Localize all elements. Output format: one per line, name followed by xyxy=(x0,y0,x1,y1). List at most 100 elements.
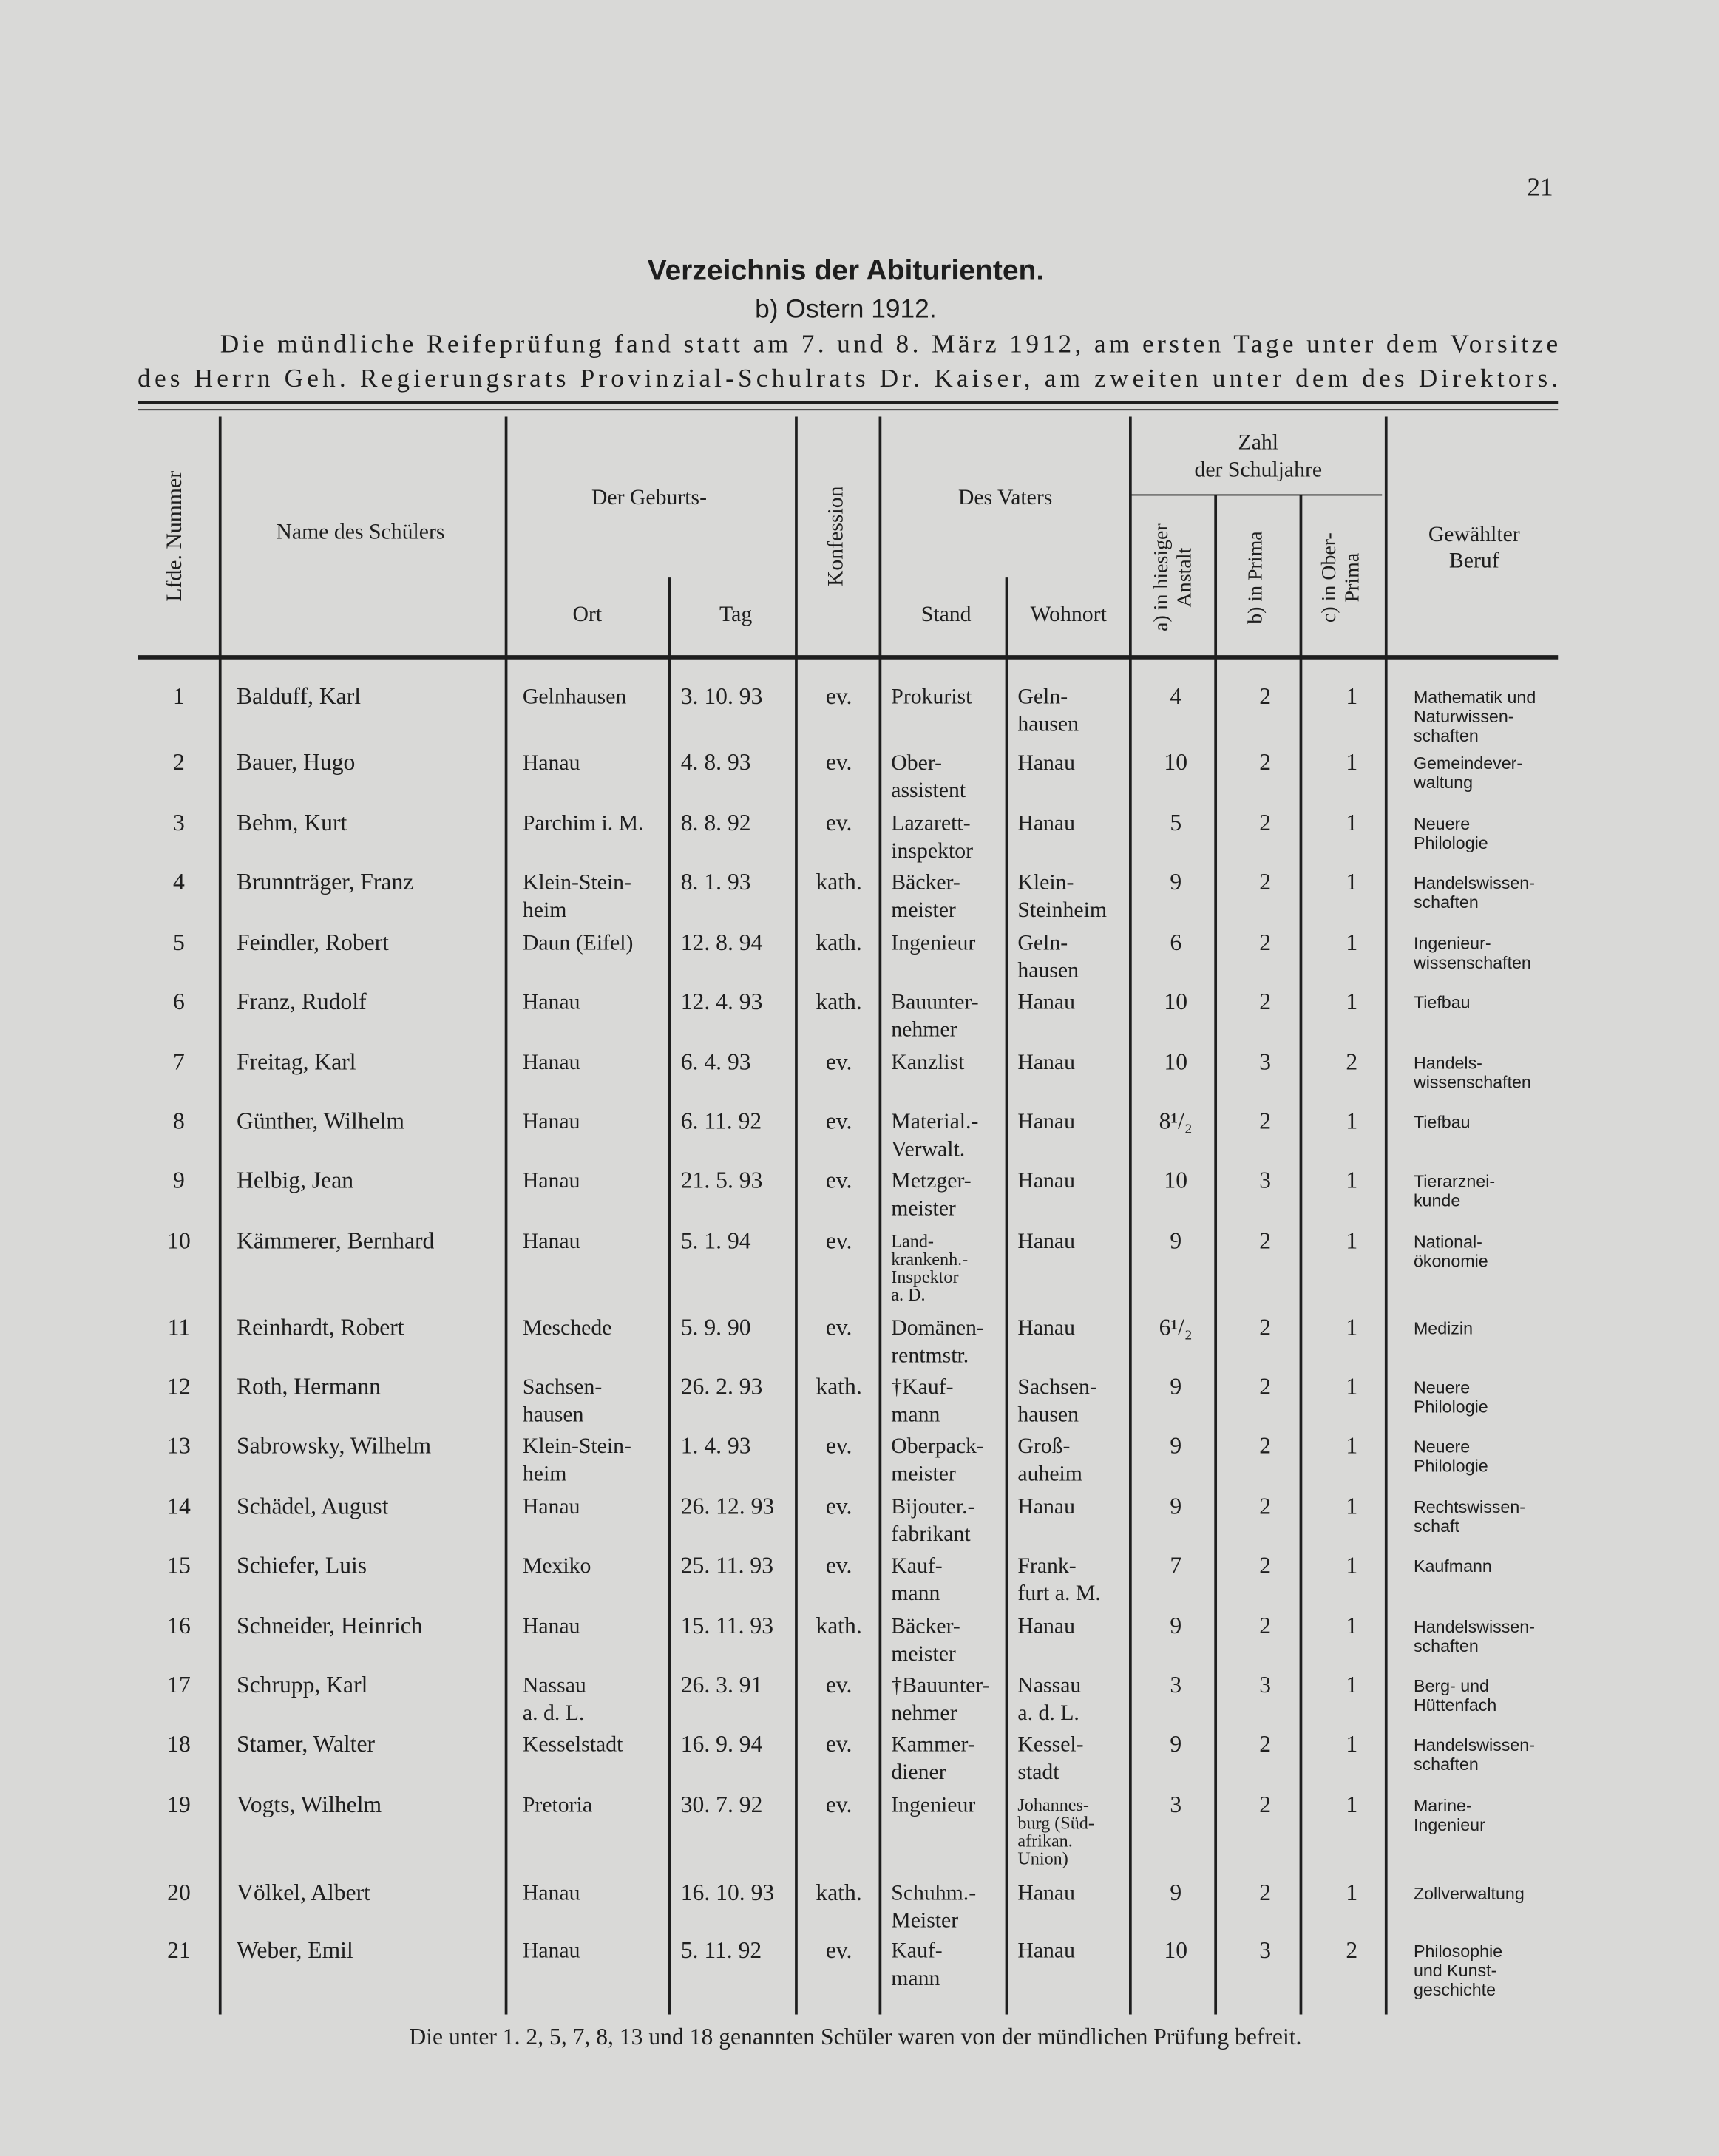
row-number: 2 xyxy=(173,749,185,775)
row-number: 5 xyxy=(173,929,185,955)
father-occupation: nehmer xyxy=(891,1701,957,1725)
row-number: 3 xyxy=(173,810,185,835)
chosen-career: Neuere xyxy=(1414,1437,1470,1456)
father-residence: hausen xyxy=(1017,958,1079,983)
years-prima: 2 xyxy=(1259,869,1271,895)
birth-date: 26. 12. 93 xyxy=(681,1493,774,1519)
chosen-career: Handelswissen- xyxy=(1414,1617,1535,1636)
years-school: 6 xyxy=(1170,929,1181,955)
father-occupation: Verwalt. xyxy=(891,1136,965,1161)
birth-place: Klein-Stein- xyxy=(523,870,631,895)
student-name: Schiefer, Luis xyxy=(237,1552,367,1578)
student-name: Reinhardt, Robert xyxy=(237,1315,404,1340)
years-school: 10 xyxy=(1164,989,1187,1014)
header-vater: Des Vaters xyxy=(958,485,1053,509)
chosen-career: Handelswissen- xyxy=(1414,1735,1535,1755)
chosen-career: schaften xyxy=(1414,1636,1479,1655)
birth-place: Gelnhausen xyxy=(523,685,627,709)
years-prima: 2 xyxy=(1259,989,1271,1014)
years-school: 10 xyxy=(1164,1937,1187,1963)
father-residence: stadt xyxy=(1017,1760,1059,1784)
confession: ev. xyxy=(826,1108,852,1134)
father-residence: Hanau xyxy=(1017,1168,1075,1193)
birth-place: Hanau xyxy=(523,1614,580,1638)
header-oberprima: c) in Ober- xyxy=(1318,532,1340,623)
confession: ev. xyxy=(826,749,852,775)
birth-date: 4. 8. 93 xyxy=(681,749,751,775)
years-school: 10 xyxy=(1164,1167,1187,1193)
chosen-career: Rechtswissen- xyxy=(1414,1497,1525,1516)
years-prima: 2 xyxy=(1259,929,1271,955)
row-number: 12 xyxy=(167,1374,191,1400)
father-residence: Hanau xyxy=(1017,1229,1075,1253)
student-name: Freitag, Karl xyxy=(237,1049,356,1075)
years-oberprima: 1 xyxy=(1346,1374,1357,1400)
father-occupation: †Kauf- xyxy=(891,1374,953,1399)
chosen-career: Philologie xyxy=(1414,1397,1488,1416)
row-number: 6 xyxy=(173,989,185,1014)
chosen-career: Marine- xyxy=(1414,1796,1472,1815)
chosen-career: geschichte xyxy=(1414,1980,1496,1999)
confession: ev. xyxy=(826,1791,852,1817)
header-anstalt: Anstalt xyxy=(1173,548,1196,608)
birth-date: 1. 4. 93 xyxy=(681,1433,751,1459)
birth-date: 12. 4. 93 xyxy=(681,989,763,1014)
father-residence: Groß- xyxy=(1017,1434,1070,1458)
birth-place: Hanau xyxy=(523,1229,580,1253)
father-occupation: Inspektor xyxy=(891,1267,958,1287)
row-number: 18 xyxy=(167,1731,191,1757)
father-occupation: meister xyxy=(891,1641,956,1666)
chosen-career: Philosophie xyxy=(1414,1942,1502,1961)
father-occupation: Domänen- xyxy=(891,1315,984,1340)
birth-date: 30. 7. 92 xyxy=(681,1791,763,1817)
footnote: Die unter 1. 2, 5, 7, 8, 13 und 18 genan… xyxy=(409,2024,1301,2050)
birth-place: hausen xyxy=(523,1402,584,1426)
father-occupation: rentmstr. xyxy=(891,1343,969,1367)
student-name: Schrupp, Karl xyxy=(237,1672,368,1698)
father-residence: Frank- xyxy=(1017,1553,1076,1578)
father-occupation: inspektor xyxy=(891,838,973,863)
row-number: 1 xyxy=(173,683,185,709)
father-residence: auheim xyxy=(1017,1461,1082,1485)
father-occupation: †Bauunter- xyxy=(891,1673,989,1698)
birth-date: 15. 11. 93 xyxy=(681,1613,773,1638)
years-prima: 2 xyxy=(1259,749,1271,775)
chosen-career: Philologie xyxy=(1414,1456,1488,1475)
years-prima: 2 xyxy=(1259,1108,1271,1134)
birth-place: heim xyxy=(523,898,567,922)
chosen-career: Philologie xyxy=(1414,833,1488,852)
years-oberprima: 1 xyxy=(1346,989,1357,1014)
row-number: 8 xyxy=(173,1108,185,1134)
years-prima: 3 xyxy=(1259,1167,1271,1193)
father-residence: Nassau xyxy=(1017,1673,1081,1698)
father-occupation: mann xyxy=(891,1581,940,1605)
page-number: 21 xyxy=(1527,173,1553,202)
row-number: 16 xyxy=(167,1613,191,1638)
student-name: Franz, Rudolf xyxy=(237,989,367,1014)
father-residence: Sachsen- xyxy=(1017,1374,1096,1399)
chosen-career: wissenschaften xyxy=(1413,953,1531,972)
father-residence: Kessel- xyxy=(1017,1732,1083,1757)
years-oberprima: 1 xyxy=(1346,749,1357,775)
father-occupation: fabrikant xyxy=(891,1522,971,1546)
years-school: 9 xyxy=(1170,1731,1181,1757)
student-name: Helbig, Jean xyxy=(237,1167,353,1193)
header-beruf: Beruf xyxy=(1449,548,1499,572)
birth-place: Klein-Stein- xyxy=(523,1434,631,1458)
chosen-career: Handelswissen- xyxy=(1414,873,1535,892)
father-occupation: Schuhm.- xyxy=(891,1880,976,1905)
student-name: Völkel, Albert xyxy=(237,1879,370,1905)
years-oberprima: 1 xyxy=(1346,1731,1357,1757)
years-prima: 2 xyxy=(1259,1731,1271,1757)
header-nummer: Lfde. Nummer xyxy=(162,471,186,602)
confession: ev. xyxy=(826,1552,852,1578)
father-occupation: Ingenieur xyxy=(891,1792,975,1817)
birth-date: 8. 8. 92 xyxy=(681,810,751,835)
confession: ev. xyxy=(826,1672,852,1698)
row-number: 17 xyxy=(167,1672,191,1698)
student-name: Bauer, Hugo xyxy=(237,749,355,775)
header-tag: Tag xyxy=(719,602,752,626)
birth-place: Hanau xyxy=(523,1939,580,1963)
birth-place: Meschede xyxy=(523,1315,612,1340)
header-stand: Stand xyxy=(921,602,972,626)
